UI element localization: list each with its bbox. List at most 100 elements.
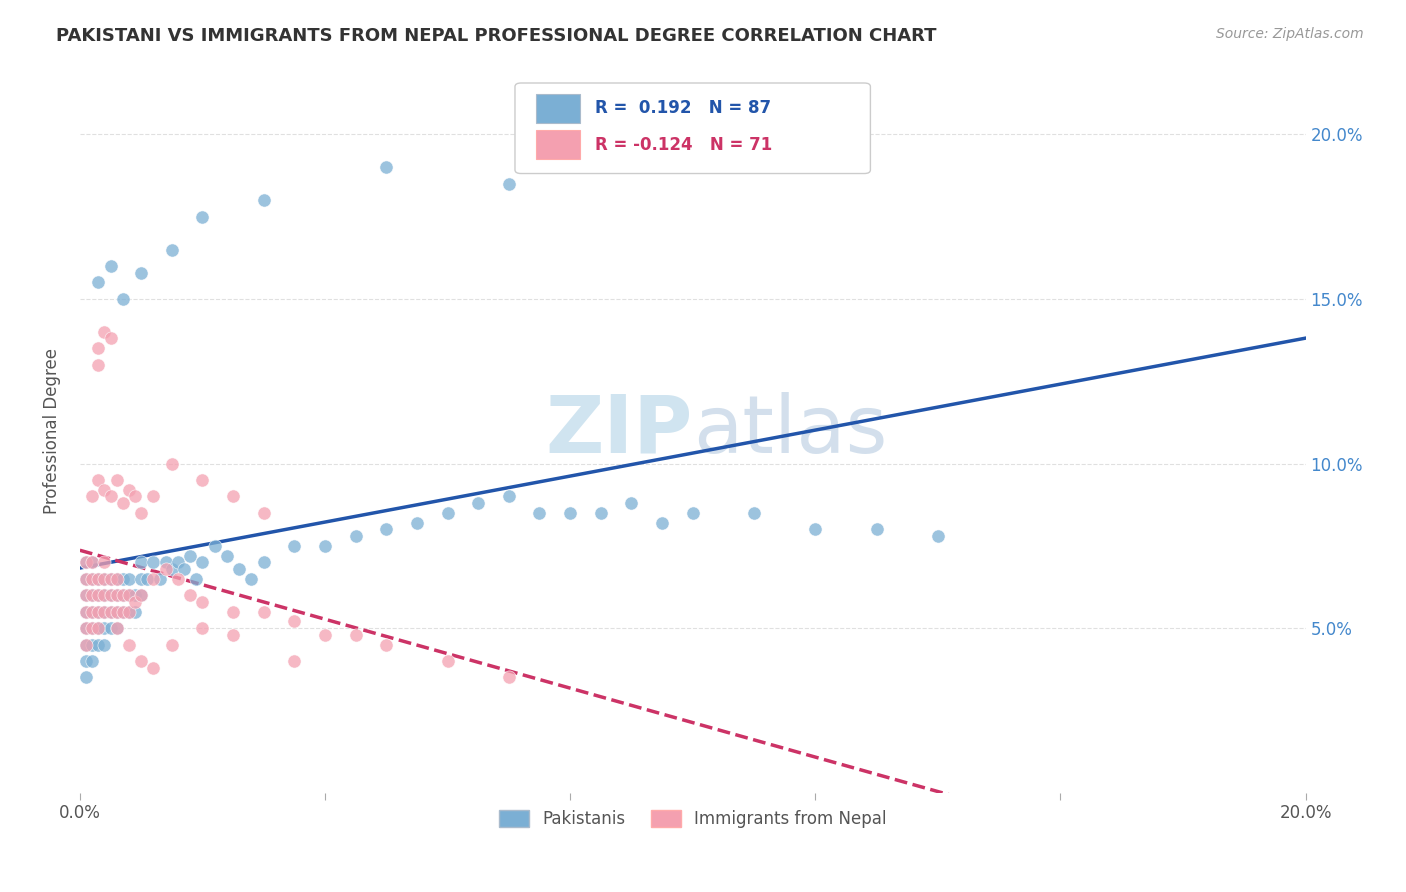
Point <box>167 572 190 586</box>
Point <box>82 555 104 569</box>
Point <box>111 605 134 619</box>
Point <box>927 529 949 543</box>
Point <box>129 654 152 668</box>
Point <box>118 572 141 586</box>
Point <box>436 506 458 520</box>
Point <box>100 490 122 504</box>
Point <box>191 555 214 569</box>
Point <box>118 605 141 619</box>
Point <box>253 605 276 619</box>
Point <box>75 605 97 619</box>
Point <box>111 496 134 510</box>
Point <box>75 605 97 619</box>
Point <box>682 506 704 520</box>
Point <box>142 572 165 586</box>
Point <box>436 654 458 668</box>
Point <box>124 595 146 609</box>
Point <box>228 562 250 576</box>
Point <box>82 555 104 569</box>
Point <box>93 325 115 339</box>
Point <box>93 605 115 619</box>
Point <box>105 572 128 586</box>
Point <box>498 490 520 504</box>
Point <box>129 572 152 586</box>
Point <box>82 654 104 668</box>
Point <box>75 670 97 684</box>
Point <box>105 605 128 619</box>
Point <box>215 549 238 563</box>
Point <box>118 588 141 602</box>
Point <box>93 572 115 586</box>
Point <box>529 506 551 520</box>
Point <box>375 522 398 536</box>
Point <box>87 572 110 586</box>
Point <box>314 539 336 553</box>
FancyBboxPatch shape <box>536 130 579 159</box>
Point <box>105 572 128 586</box>
Point <box>75 621 97 635</box>
Point <box>105 473 128 487</box>
Point <box>105 621 128 635</box>
Point <box>82 572 104 586</box>
Point <box>75 621 97 635</box>
Point <box>87 358 110 372</box>
Point <box>129 588 152 602</box>
Point <box>222 490 245 504</box>
Point <box>253 193 276 207</box>
Point <box>87 605 110 619</box>
Point <box>498 670 520 684</box>
Point <box>82 572 104 586</box>
Point <box>82 621 104 635</box>
Point <box>344 529 367 543</box>
Point <box>589 506 612 520</box>
Point <box>82 621 104 635</box>
Point <box>93 588 115 602</box>
Point <box>253 506 276 520</box>
Point <box>87 341 110 355</box>
Point <box>118 605 141 619</box>
Point <box>87 473 110 487</box>
Point <box>82 605 104 619</box>
Point <box>160 562 183 576</box>
Point <box>191 210 214 224</box>
Point <box>82 588 104 602</box>
Point <box>191 621 214 635</box>
Text: PAKISTANI VS IMMIGRANTS FROM NEPAL PROFESSIONAL DEGREE CORRELATION CHART: PAKISTANI VS IMMIGRANTS FROM NEPAL PROFE… <box>56 27 936 45</box>
Point <box>100 331 122 345</box>
Point <box>253 555 276 569</box>
Point <box>100 588 122 602</box>
Point <box>124 588 146 602</box>
Point <box>87 605 110 619</box>
Point <box>129 266 152 280</box>
Point <box>75 572 97 586</box>
Point <box>82 490 104 504</box>
Point <box>100 605 122 619</box>
Point <box>467 496 489 510</box>
Point <box>344 628 367 642</box>
Point <box>498 177 520 191</box>
Point <box>87 621 110 635</box>
Point <box>179 588 201 602</box>
Point <box>283 615 305 629</box>
Point <box>111 605 134 619</box>
Point <box>283 539 305 553</box>
Text: R = -0.124   N = 71: R = -0.124 N = 71 <box>595 136 772 153</box>
Point <box>742 506 765 520</box>
Point <box>111 572 134 586</box>
Point <box>222 628 245 642</box>
Point <box>204 539 226 553</box>
Point <box>87 588 110 602</box>
Point <box>82 638 104 652</box>
Point <box>124 490 146 504</box>
Point <box>865 522 887 536</box>
Point <box>142 555 165 569</box>
Point <box>100 621 122 635</box>
Point <box>93 621 115 635</box>
Point <box>87 621 110 635</box>
Point <box>160 243 183 257</box>
FancyBboxPatch shape <box>515 83 870 174</box>
Point <box>558 506 581 520</box>
Text: atlas: atlas <box>693 392 887 469</box>
Y-axis label: Professional Degree: Professional Degree <box>44 348 60 514</box>
Point <box>136 572 159 586</box>
